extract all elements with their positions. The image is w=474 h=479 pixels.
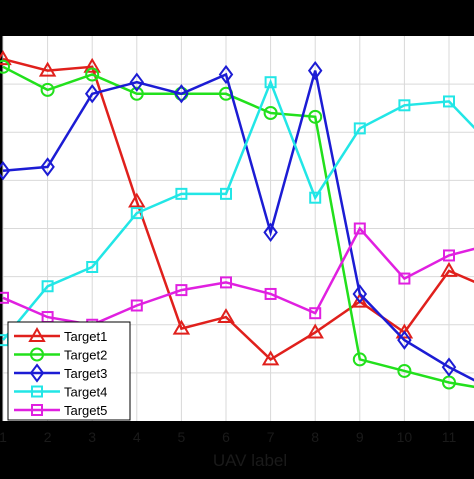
data-point (397, 363, 412, 378)
data-point (443, 249, 455, 262)
data-point (86, 261, 99, 273)
data-point (38, 61, 57, 77)
legend-items: Target1 Target2 Target3 Target4 Target5 (14, 327, 107, 418)
data-point (441, 357, 457, 377)
series-target4 (0, 76, 474, 347)
data-point (41, 280, 54, 293)
legend-marker (29, 363, 45, 383)
legend-box (7, 321, 131, 421)
legend-label: Target3 (64, 366, 107, 381)
data-point (84, 84, 100, 104)
data-point (129, 86, 144, 101)
data-point (352, 352, 367, 367)
data-point (0, 50, 12, 66)
data-point (263, 222, 278, 243)
data-point (352, 284, 368, 304)
data-point (129, 72, 145, 92)
x-tick-label: 1 (0, 429, 7, 445)
legend-item: Target4 (14, 385, 107, 400)
data-point (40, 157, 55, 177)
data-point (395, 323, 414, 339)
x-tick-labels: 1 2 3 4 5 6 7 8 9 10 11 (0, 429, 456, 445)
data-point (398, 99, 411, 112)
legend-marker (28, 327, 46, 342)
series-line-target4 (2, 78, 474, 341)
legend-marker (31, 404, 43, 416)
data-point (40, 82, 55, 97)
data-point (0, 161, 11, 181)
x-tick-label: 7 (267, 429, 275, 445)
data-point (353, 122, 366, 135)
data-point (443, 95, 455, 108)
series-target3 (0, 60, 474, 382)
legend-marker (31, 385, 43, 398)
legend-label: Target2 (64, 348, 107, 363)
data-point (174, 84, 189, 104)
legend-marker (30, 347, 44, 362)
data-point (307, 60, 323, 81)
data-point (440, 261, 458, 277)
legend-label: Target1 (64, 329, 107, 344)
data-point (220, 276, 232, 289)
data-point (175, 187, 188, 200)
data-point (264, 76, 277, 89)
x-tick-label: 10 (397, 429, 413, 445)
data-point (0, 59, 10, 74)
legend: Target1 Target2 Target3 Target4 Target5 (7, 321, 131, 421)
data-point (175, 284, 188, 297)
data-point (397, 330, 412, 350)
data-point (309, 191, 322, 204)
data-point (220, 187, 232, 200)
data-point (264, 287, 277, 300)
legend-item: Target5 (14, 403, 107, 418)
series-line-target3 (2, 70, 474, 382)
legend-label: Target5 (64, 403, 107, 418)
x-tick-label: 5 (178, 429, 186, 445)
data-point (263, 106, 278, 120)
legend-item: Target3 (14, 363, 107, 383)
data-point (308, 109, 323, 124)
data-point (309, 307, 322, 320)
x-tick-label: 11 (442, 429, 457, 445)
data-point (306, 323, 324, 339)
legend-item: Target1 (14, 327, 107, 344)
x-tick-label: 6 (222, 429, 230, 445)
x-tick-label: 8 (311, 429, 319, 445)
data-point (351, 292, 369, 308)
data-point (172, 319, 191, 335)
x-axis-label: UAV label (213, 451, 287, 470)
series-target1 (0, 50, 474, 366)
data-point (398, 272, 411, 285)
data-point (130, 207, 143, 220)
x-tick-label: 4 (133, 429, 141, 445)
data-point (217, 308, 235, 324)
data-point (0, 291, 9, 304)
x-tick-label: 9 (356, 429, 364, 445)
x-tick-label: 2 (44, 429, 52, 445)
data-point (130, 299, 143, 312)
series-line-target2 (2, 65, 474, 389)
legend-item: Target2 (14, 347, 107, 363)
data-point (261, 350, 280, 366)
data-point (83, 57, 101, 73)
data-point (218, 64, 234, 85)
data-point (85, 67, 100, 82)
x-tick-label: 3 (88, 429, 96, 445)
data-point (128, 192, 146, 208)
legend-label: Target4 (64, 385, 107, 400)
data-point (353, 222, 366, 235)
series-line-target1 (2, 57, 474, 361)
